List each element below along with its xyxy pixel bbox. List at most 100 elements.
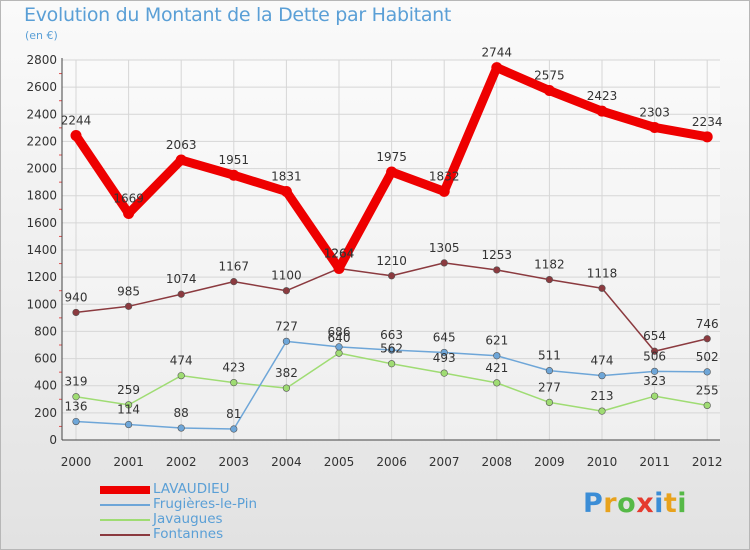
logo-letter: t	[663, 488, 678, 519]
y-tick-label: 1400	[26, 243, 57, 257]
data-label: 114	[117, 403, 140, 417]
data-point	[493, 266, 501, 274]
data-label: 654	[643, 329, 666, 343]
data-point	[649, 121, 661, 133]
data-point	[703, 368, 711, 376]
data-label: 686	[328, 325, 351, 339]
x-tick-label: 2005	[324, 455, 355, 469]
data-point	[650, 367, 659, 375]
y-tick-label: 0	[49, 433, 57, 447]
legend-label: Fontannes	[153, 526, 224, 542]
data-point	[598, 284, 606, 292]
data-label: 2575	[534, 69, 565, 83]
data-point	[230, 278, 238, 286]
data-point	[650, 347, 659, 355]
data-point	[545, 275, 554, 284]
data-point	[125, 420, 133, 429]
data-label: 2744	[482, 46, 513, 60]
legend-label: LAVAUDIEU	[153, 481, 230, 497]
data-label: 746	[696, 317, 719, 331]
x-tick-label: 2002	[166, 455, 197, 469]
data-label: 255	[696, 383, 719, 397]
x-tick-label: 2009	[534, 455, 565, 469]
chart-subtitle: (en €)	[25, 29, 58, 42]
logo-letter: P	[583, 488, 604, 519]
data-point	[335, 343, 343, 351]
data-point	[228, 169, 240, 181]
data-label: 1100	[271, 269, 302, 283]
data-point	[72, 393, 80, 401]
y-tick-label: 1600	[26, 216, 57, 230]
data-label: 493	[433, 351, 456, 365]
legend-swatch	[100, 486, 150, 494]
data-label: 474	[591, 354, 614, 368]
x-tick-label: 2006	[376, 455, 407, 469]
data-label: 1074	[166, 272, 197, 286]
data-label: 136	[65, 400, 88, 414]
data-label: 506	[643, 349, 666, 363]
x-tick-label: 2003	[219, 455, 250, 469]
y-tick-label: 2200	[26, 134, 57, 148]
data-label: 81	[226, 407, 241, 421]
data-label: 323	[643, 374, 666, 388]
data-label: 1210	[376, 254, 407, 268]
data-label: 474	[170, 354, 193, 368]
logo-letter: r	[603, 488, 618, 519]
data-label: 2063	[166, 138, 197, 152]
data-label: 1951	[219, 153, 250, 167]
y-tick-label: 2600	[26, 80, 57, 94]
data-point	[493, 379, 501, 387]
data-point	[125, 302, 133, 310]
y-tick-label: 200	[34, 406, 57, 420]
data-label: 511	[538, 349, 561, 363]
data-point	[598, 407, 606, 415]
chart-title: Evolution du Montant de la Dette par Hab…	[24, 4, 452, 26]
data-label: 1264	[324, 246, 355, 260]
data-label: 2423	[587, 89, 618, 103]
data-label: 423	[222, 361, 245, 375]
data-point	[175, 154, 187, 166]
data-point	[650, 392, 659, 400]
data-point	[70, 129, 82, 141]
data-label: 985	[117, 284, 140, 298]
data-label: 1182	[534, 258, 565, 272]
data-point	[282, 287, 291, 295]
data-label: 2244	[61, 113, 92, 127]
data-point	[177, 372, 185, 380]
data-point	[440, 348, 448, 357]
data-point	[388, 272, 396, 280]
legend-label: Javaugues	[153, 511, 223, 527]
data-point	[438, 185, 450, 197]
data-label: 640	[328, 331, 351, 345]
y-tick-label: 400	[34, 379, 57, 393]
logo-letter: i	[677, 488, 688, 519]
data-point	[72, 417, 80, 426]
logo-letter: x	[636, 488, 655, 519]
legend-swatch	[100, 519, 150, 521]
data-point	[230, 425, 238, 433]
data-point	[123, 207, 135, 219]
data-point	[543, 85, 555, 97]
data-label: 1118	[587, 266, 618, 280]
x-tick-label: 2000	[61, 455, 92, 469]
data-label: 663	[380, 328, 403, 342]
data-point	[388, 346, 396, 354]
data-label: 382	[275, 366, 298, 380]
y-tick-label: 1800	[26, 189, 57, 203]
y-tick-label: 2800	[26, 53, 57, 67]
data-point	[703, 401, 711, 409]
data-label: 1832	[429, 169, 460, 183]
legend-swatch	[100, 504, 150, 506]
data-point	[440, 369, 448, 377]
data-label: 319	[65, 375, 88, 389]
data-point	[701, 131, 713, 143]
data-point	[493, 352, 501, 360]
logo-letter: o	[617, 488, 637, 519]
data-label: 1167	[219, 260, 250, 274]
line-chart: 0 200 400 600 800 1000 1200 1400 1600 1800 2000 220…	[26, 46, 723, 469]
data-point	[230, 378, 238, 387]
y-tick-label: 1200	[26, 270, 57, 284]
data-label: 1975	[376, 150, 407, 164]
x-tick-label: 2012	[692, 455, 723, 469]
y-tick-label: 800	[34, 324, 57, 338]
